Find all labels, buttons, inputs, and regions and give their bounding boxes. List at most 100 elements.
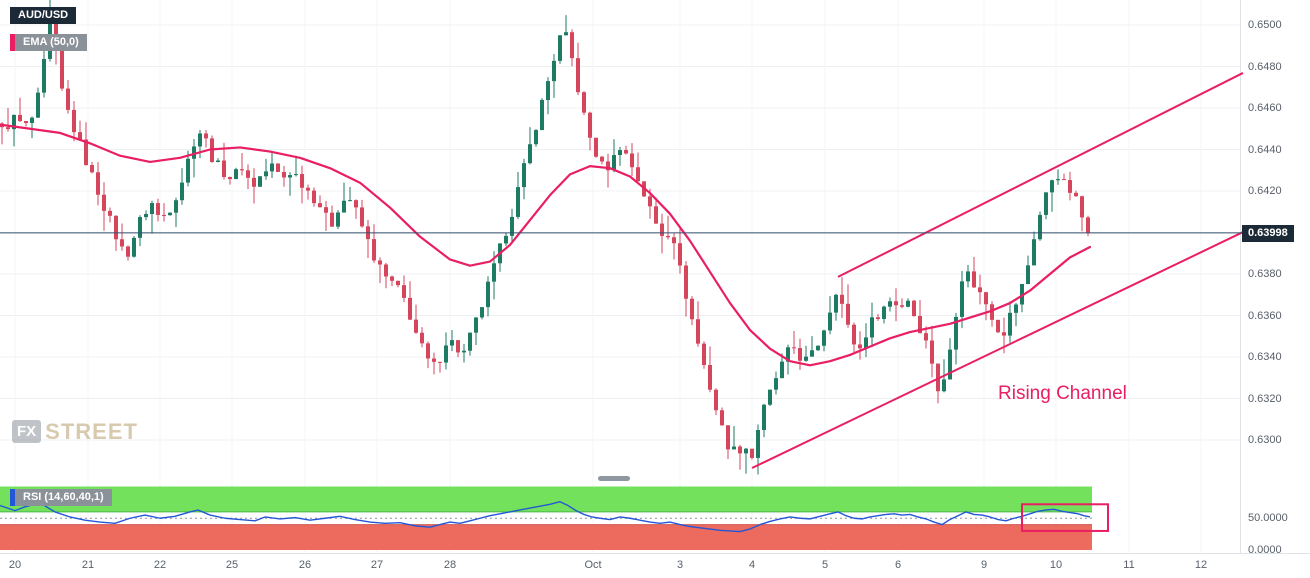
candle-body xyxy=(516,187,520,217)
candle-body xyxy=(12,114,16,130)
candle-body xyxy=(840,294,844,304)
candle-body xyxy=(204,133,208,139)
candle-body xyxy=(1056,179,1060,181)
candle-body xyxy=(288,175,292,178)
candle-body xyxy=(1008,312,1012,336)
rsi-indicator-badge[interactable]: RSI (14,60,40,1) xyxy=(10,489,112,506)
time-axis-label: 5 xyxy=(821,559,829,571)
candle-body xyxy=(822,330,826,346)
candle-body xyxy=(702,343,706,365)
candle-body xyxy=(252,177,256,187)
candle-body xyxy=(330,212,334,227)
candle-body xyxy=(828,312,832,331)
candle-body xyxy=(888,301,892,307)
candle-body xyxy=(630,153,634,168)
time-axis[interactable]: 20 21 22 25 26 27 28 Oct 3 4 5 6 9 10 11 12 xyxy=(0,553,1310,578)
ema-indicator-label: EMA (50,0) xyxy=(15,34,87,51)
candle-body xyxy=(756,430,760,458)
candle-body xyxy=(816,345,820,351)
time-axis-label: 27 xyxy=(370,559,384,571)
candle-body xyxy=(66,88,70,110)
candle-body xyxy=(156,203,160,215)
candle-body xyxy=(708,364,712,390)
candle-body xyxy=(858,344,862,349)
candle-body xyxy=(1020,283,1024,305)
candle-body xyxy=(462,350,466,353)
time-axis-label: 6 xyxy=(894,559,902,571)
channel-lower-line[interactable] xyxy=(751,231,1244,469)
candle-body xyxy=(216,160,220,163)
channel-upper-line[interactable] xyxy=(837,72,1244,278)
candle-body xyxy=(378,260,382,265)
candle-body xyxy=(354,200,358,208)
candle-body xyxy=(120,239,124,247)
candle-body xyxy=(852,324,856,345)
time-axis-label: 12 xyxy=(1194,559,1208,571)
candle-body xyxy=(876,317,880,319)
candle-body xyxy=(438,361,442,363)
candle-body xyxy=(372,239,376,261)
rsi-line xyxy=(0,501,1091,533)
candle-body xyxy=(336,212,340,227)
time-axis-label: Oct xyxy=(584,559,602,571)
candle-body xyxy=(588,112,592,138)
candle-body xyxy=(276,163,280,172)
candle-body xyxy=(390,276,394,281)
candle-body xyxy=(480,307,484,318)
time-axis-label: 4 xyxy=(748,559,756,571)
candle-body xyxy=(564,32,568,36)
candle-body xyxy=(396,280,400,286)
candle-body xyxy=(90,165,94,173)
time-axis-label: 10 xyxy=(1049,559,1063,571)
candle-body xyxy=(1038,214,1042,240)
ema-color-swatch xyxy=(10,34,15,51)
price-axis[interactable]: 0.6500 0.6480 0.6460 0.6440 0.6420 0.6380 0.63… xyxy=(1241,0,1310,556)
candle-body xyxy=(36,92,40,118)
candle-body xyxy=(600,156,604,162)
candle-body xyxy=(504,235,508,244)
candle-body xyxy=(270,163,274,172)
candle-body xyxy=(624,150,628,154)
candle-body xyxy=(384,264,388,277)
candle-body xyxy=(456,340,460,353)
candle-body xyxy=(834,294,838,313)
rsi-highlight-box[interactable] xyxy=(1021,503,1109,532)
symbol-badge[interactable]: AUD/USD xyxy=(10,7,77,24)
candle-body xyxy=(972,271,976,288)
candle-body xyxy=(990,304,994,320)
candle-body xyxy=(846,303,850,325)
candle-body xyxy=(750,448,754,458)
candle-body xyxy=(558,35,562,61)
candle-body xyxy=(282,171,286,178)
candle-body xyxy=(810,350,814,357)
candle-body xyxy=(540,99,544,131)
candle-body xyxy=(1074,192,1078,197)
candle-body xyxy=(126,246,130,257)
candle-body xyxy=(30,117,34,123)
candle-body xyxy=(570,32,574,59)
candle-body xyxy=(924,333,928,341)
ema-indicator-badge[interactable]: EMA (50,0) xyxy=(10,34,87,51)
candle-body xyxy=(1002,332,1006,336)
candle-body xyxy=(1032,239,1036,266)
price-axis-label: 0.6320 xyxy=(1248,392,1282,405)
candle-body xyxy=(186,158,190,183)
candle-body xyxy=(420,332,424,344)
candle-body xyxy=(576,58,580,93)
candle-body xyxy=(1080,196,1084,218)
candle-body xyxy=(666,235,670,238)
candle-body xyxy=(450,340,454,346)
candle-body xyxy=(132,237,136,257)
candle-body xyxy=(546,81,550,100)
time-axis-label: 25 xyxy=(225,559,239,571)
candle-body xyxy=(342,200,346,213)
rising-channel-annotation[interactable]: Rising Channel xyxy=(998,383,1127,404)
candle-body xyxy=(900,305,904,307)
candle-body xyxy=(432,358,436,362)
candle-body xyxy=(72,109,76,133)
candle-body xyxy=(618,150,622,156)
candle-body xyxy=(510,216,514,236)
scrollbar-thumb[interactable] xyxy=(598,476,630,481)
candle-body xyxy=(60,48,64,89)
